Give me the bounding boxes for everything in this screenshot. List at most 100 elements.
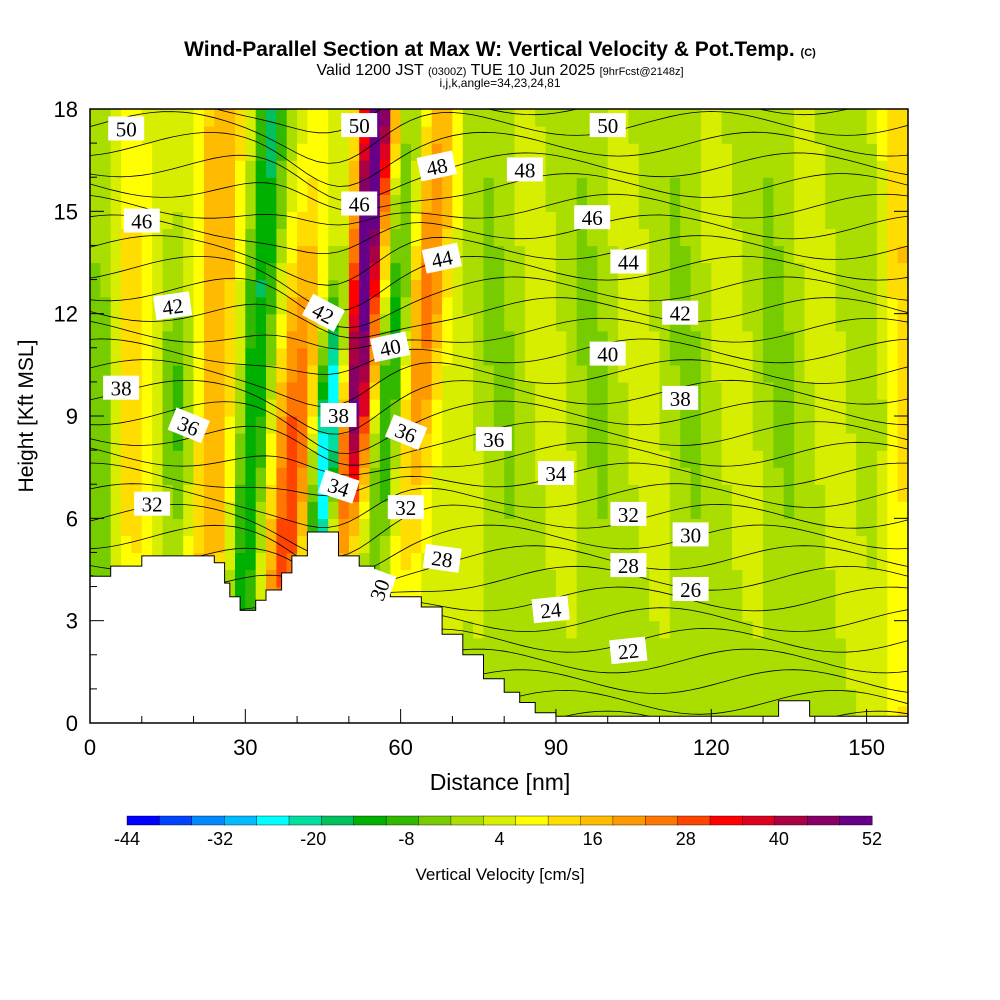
field-cell [763,637,774,656]
contour-label: 44 [610,249,647,275]
field-cell [121,330,133,349]
field-cell [110,364,122,383]
field-cell [628,518,640,536]
field-cell [555,160,567,178]
field-cell [638,211,650,229]
contour-label-text: 28 [430,546,454,573]
field-cell [483,416,495,434]
field-cell [235,552,246,571]
field-cell [887,177,899,195]
field-cell [804,177,816,195]
field-cell [700,245,712,264]
field-cell [390,552,402,571]
field-cell [845,705,857,723]
contour-label-box [662,385,699,410]
field-cell [400,535,412,554]
contour-label-box [167,407,210,444]
field-cell [473,569,485,588]
field-cell [835,364,847,383]
field-cell [856,552,868,571]
field-cell [307,484,319,502]
field-cell [732,143,743,161]
field-cell [752,450,764,468]
field-cell [266,194,277,212]
field-cell [286,381,298,400]
field-cell [504,347,516,366]
field-cell [276,262,288,281]
contour-label-box [384,414,428,451]
field-cell [141,313,153,332]
field-cell [266,364,277,383]
field-cell [866,228,878,247]
field-cell [266,347,277,366]
field-cell [680,501,692,519]
field-cell [245,467,257,485]
x-tick-label: 90 [544,735,568,760]
field-cell [369,381,381,400]
field-cell [400,586,412,605]
field-cell [659,552,671,571]
field-cell [597,416,609,434]
field-cell [794,569,806,588]
field-cell [618,177,630,195]
field-cell [245,143,257,161]
field-cell [856,671,868,690]
field-cell [359,416,371,434]
field-cell [825,654,837,673]
field-cell [649,552,661,571]
field-cell [524,279,536,298]
field-cell [235,194,246,212]
field-cell [628,143,640,161]
field-cell [555,109,567,127]
field-cell [162,433,174,451]
field-cell [845,245,857,264]
field-cell [835,416,847,434]
field-cell [152,228,164,247]
field-cell [90,535,101,554]
field-cell [90,347,101,366]
field-cell [121,416,133,434]
field-cell [845,654,857,673]
field-cell [172,177,184,195]
field-cell [535,245,547,264]
field-cell [245,279,257,298]
field-cell [711,296,723,315]
contour-label-text: 26 [680,578,701,602]
field-cell [804,109,816,127]
contour-label: 32 [610,501,647,527]
field-cell [669,143,681,161]
field-cell [162,364,174,383]
contour-label: 40 [589,341,626,367]
field-cell [742,637,754,656]
field-cell [628,620,640,639]
field-cell [203,433,215,451]
field-cell [193,398,205,417]
field-cell [773,637,785,656]
field-cell [566,569,578,588]
field-cell [524,654,536,673]
field-cell [876,347,888,366]
field-cell [141,381,153,400]
field-cell [732,688,743,707]
colorbar-swatch [450,815,484,826]
field-cell [224,381,236,400]
field-cell [359,467,371,485]
field-cell [545,586,557,605]
field-cell [897,313,908,332]
field-cell [742,688,754,707]
field-cell [141,279,153,298]
field-cell [255,484,267,502]
field-cell [535,416,547,434]
field-cell [576,262,588,281]
field-cell [618,160,630,178]
field-cell [700,296,712,315]
field-cell [255,586,267,605]
field-cell [535,126,547,144]
field-cell [794,501,806,519]
contour-label-text: 30 [680,523,701,547]
field-cell [328,501,340,519]
field-cell [379,535,391,554]
field-cell [317,467,329,485]
field-cell [669,688,681,707]
colorbar-swatch [774,815,808,826]
